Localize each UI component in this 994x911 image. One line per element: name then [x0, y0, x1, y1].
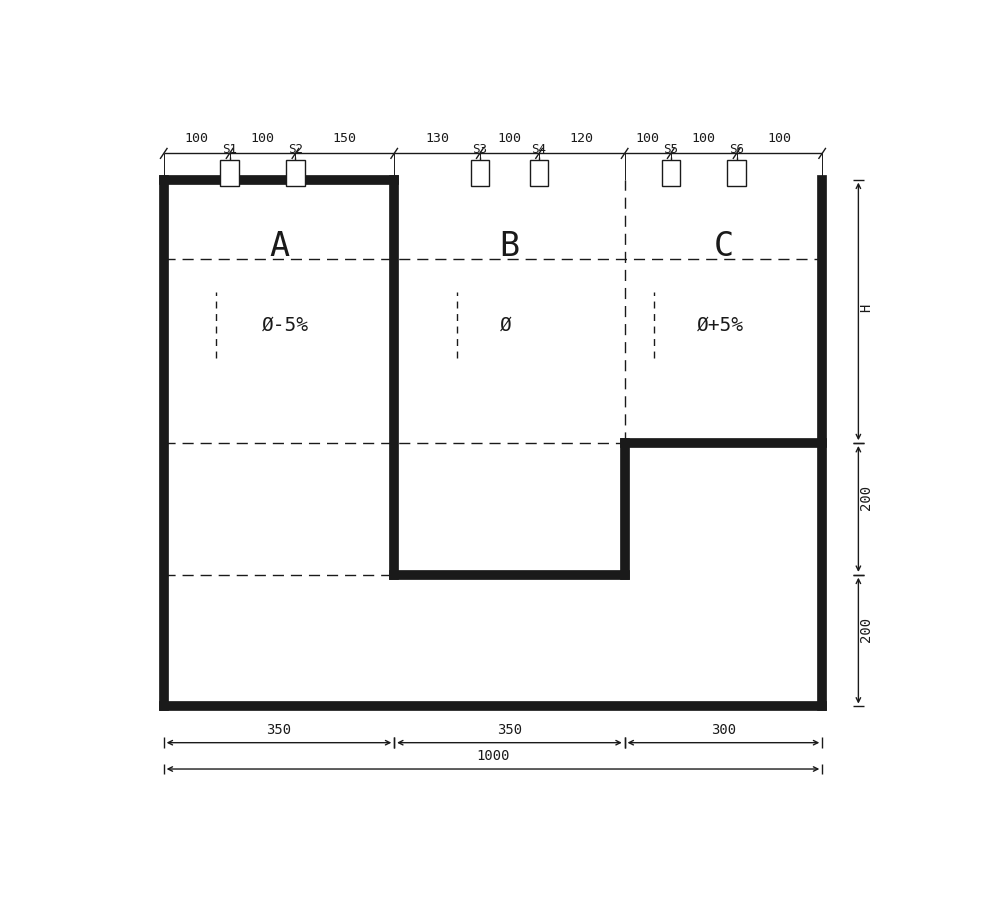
- Text: 100: 100: [185, 131, 209, 144]
- Text: C: C: [714, 230, 734, 262]
- Text: 100: 100: [692, 131, 716, 144]
- Text: A: A: [269, 230, 289, 262]
- Bar: [286, 161, 304, 187]
- Text: 100: 100: [497, 131, 522, 144]
- Bar: [221, 161, 239, 187]
- Text: S2: S2: [288, 142, 303, 156]
- Text: 100: 100: [636, 131, 660, 144]
- Text: 350: 350: [266, 722, 291, 736]
- Text: 350: 350: [497, 722, 522, 736]
- Text: S6: S6: [729, 142, 745, 156]
- Text: 150: 150: [333, 131, 357, 144]
- Text: 100: 100: [767, 131, 791, 144]
- Text: 1000: 1000: [476, 749, 510, 763]
- Text: S5: S5: [663, 142, 678, 156]
- Text: 300: 300: [711, 722, 736, 736]
- Bar: [470, 161, 489, 187]
- Text: S3: S3: [472, 142, 487, 156]
- Text: 200: 200: [859, 616, 874, 641]
- Text: B: B: [499, 230, 520, 262]
- Text: 130: 130: [425, 131, 449, 144]
- Text: S4: S4: [532, 142, 547, 156]
- Text: 100: 100: [250, 131, 274, 144]
- Bar: [728, 161, 746, 187]
- Text: 200: 200: [859, 485, 874, 509]
- Bar: [530, 161, 549, 187]
- Text: Ø: Ø: [500, 316, 512, 334]
- Text: S1: S1: [222, 142, 238, 156]
- Text: Ø-5%: Ø-5%: [262, 316, 309, 334]
- Bar: [662, 161, 680, 187]
- Text: H: H: [859, 303, 874, 312]
- Text: Ø+5%: Ø+5%: [697, 316, 744, 334]
- Text: 120: 120: [570, 131, 593, 144]
